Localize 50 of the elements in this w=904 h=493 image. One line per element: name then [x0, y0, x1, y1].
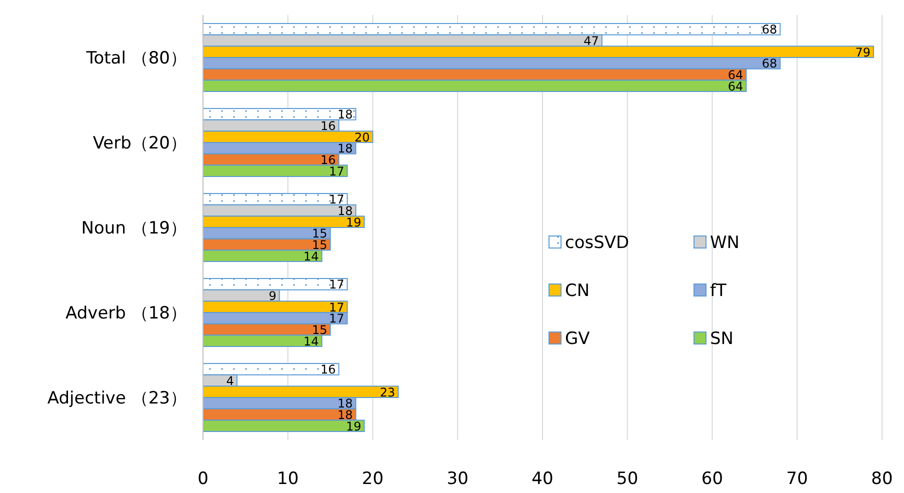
data-label: 64 — [728, 68, 744, 82]
x-tick-label: 60 — [701, 469, 724, 489]
data-label: 9 — [268, 289, 276, 303]
y-tick-label: Adjective （23） — [47, 388, 187, 408]
data-label: 19 — [346, 215, 362, 230]
data-label: 16 — [320, 153, 336, 167]
data-label: 16 — [320, 362, 336, 377]
x-tick-label: 10 — [277, 469, 299, 489]
data-label: 68 — [762, 56, 778, 71]
x-tick-label: 70 — [786, 469, 808, 489]
legend-label: cosSVD — [565, 233, 630, 253]
y-tick-label: Verb（20） — [92, 134, 187, 154]
data-label: 18 — [337, 396, 353, 411]
x-tick-label: 30 — [446, 469, 468, 489]
data-label: 68 — [762, 22, 778, 37]
data-label: 14 — [304, 334, 319, 348]
legend-label: CN — [565, 281, 590, 301]
data-label: 64 — [728, 79, 744, 94]
data-label: 17 — [329, 192, 344, 207]
data-label: 15 — [312, 226, 328, 241]
x-tick-label: 0 — [198, 469, 208, 489]
x-tick-label: 80 — [871, 469, 893, 489]
legend-label: GV — [565, 329, 590, 349]
x-tick-label: 20 — [362, 469, 384, 489]
data-label: 17 — [329, 278, 344, 292]
data-label: 18 — [337, 408, 353, 422]
data-label: 23 — [380, 385, 396, 400]
data-label: 17 — [329, 312, 344, 326]
data-label: 14 — [304, 249, 319, 264]
x-tick-label: 50 — [616, 469, 638, 489]
data-label: 18 — [337, 142, 353, 156]
data-label: 18 — [337, 204, 353, 218]
data-label: 18 — [337, 108, 353, 122]
data-label: 15 — [312, 323, 328, 337]
data-label: 17 — [329, 300, 344, 314]
data-label: 79 — [855, 45, 871, 60]
legend-label: WN — [710, 233, 740, 253]
data-label: 16 — [320, 119, 336, 133]
data-label: 19 — [346, 419, 362, 434]
legend-label: SN — [710, 329, 734, 349]
x-tick-label: 40 — [532, 469, 554, 489]
y-tick-label: Adverb （18） — [66, 304, 187, 324]
y-tick-label: Total （80） — [85, 48, 187, 68]
data-label: 20 — [354, 130, 370, 144]
legend-label: fT — [710, 281, 727, 301]
data-label: 15 — [312, 238, 328, 252]
y-tick-label: Noun （19） — [81, 218, 187, 238]
data-label: 47 — [584, 34, 599, 48]
data-label: 4 — [226, 374, 234, 388]
data-label: 17 — [329, 164, 344, 178]
